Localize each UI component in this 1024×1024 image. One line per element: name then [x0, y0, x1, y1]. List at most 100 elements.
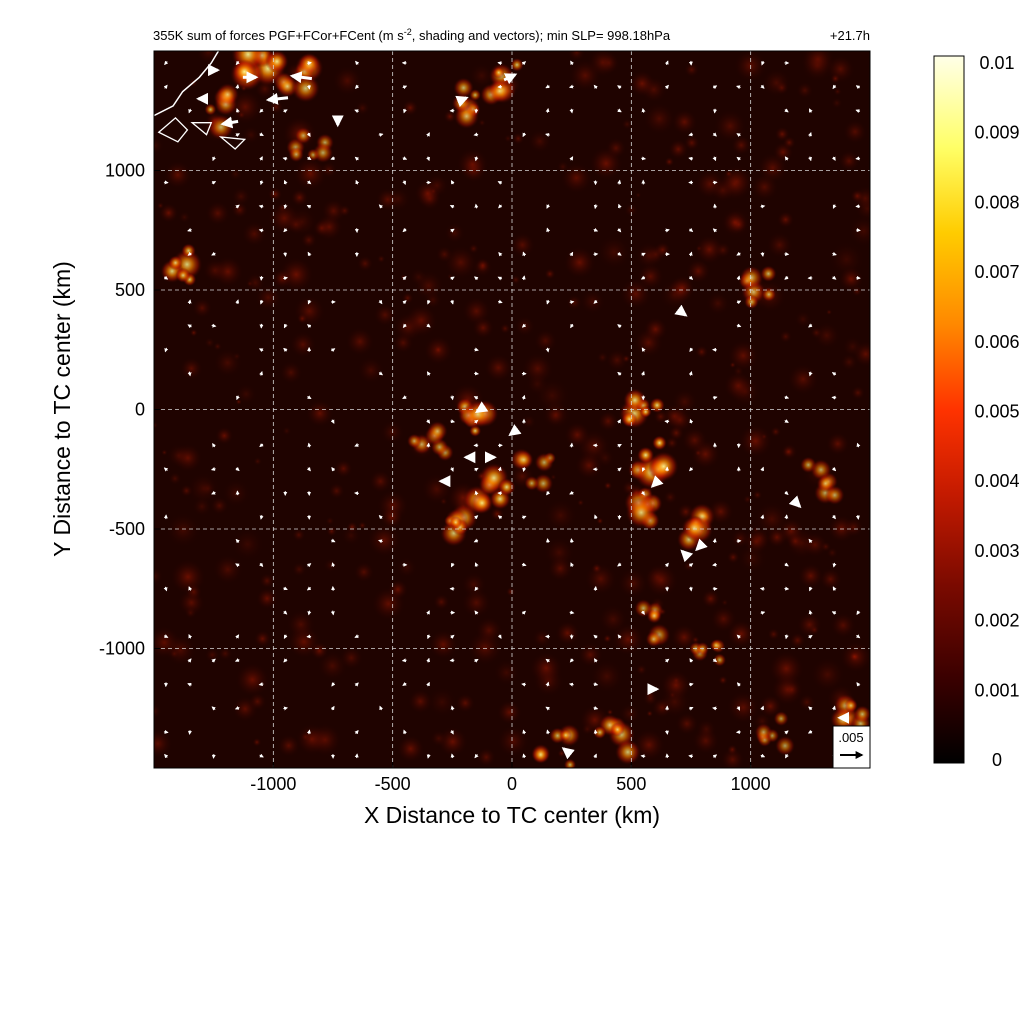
- field-texture-cell: [290, 189, 308, 207]
- field-texture-cell: [671, 624, 697, 651]
- vector-arrow-small: [235, 634, 240, 639]
- x-tick-label: -500: [375, 774, 411, 794]
- field-texture-cell: [811, 658, 844, 692]
- field-texture-cell: [168, 472, 182, 485]
- y-axis-label: Y Distance to TC center (km): [49, 261, 75, 557]
- field-texture-cell: [444, 222, 465, 243]
- field-texture-cell: [566, 294, 582, 310]
- vector-arrow-small: [522, 467, 527, 472]
- vector-arrow-small: [307, 299, 312, 305]
- field-texture-cell: [334, 459, 353, 478]
- field-texture-cell: [733, 365, 744, 377]
- vector-arrow-small: [640, 610, 645, 615]
- vector-arrow-small: [211, 323, 217, 328]
- vector-arrow-small: [234, 705, 240, 710]
- vector-arrow-small: [450, 395, 455, 401]
- field-texture-cell: [695, 345, 709, 359]
- field-hotspot: [621, 411, 638, 428]
- vector-arrow-small: [402, 85, 408, 90]
- field-texture-cell: [478, 119, 486, 127]
- field-texture-cell: [497, 700, 522, 725]
- field-texture-cell: [830, 73, 841, 84]
- vector-arrow-small: [258, 682, 264, 687]
- field-texture-cell: [293, 157, 327, 190]
- vector-arrow-small: [522, 251, 527, 257]
- vector-arrow-small: [354, 730, 359, 735]
- vector-arrow: [265, 92, 289, 105]
- field-texture-cell: [672, 109, 697, 135]
- vector-arrow-small: [497, 61, 503, 66]
- vector-arrow-small: [426, 371, 431, 376]
- vector-arrow-small: [784, 634, 789, 640]
- vector-arrow-small: [569, 538, 574, 544]
- vector-arrow-small: [570, 60, 574, 66]
- vector-arrow-small: [760, 753, 766, 758]
- vector-arrow-small: [617, 179, 622, 185]
- vector-arrow-small: [736, 682, 742, 687]
- vector-arrow-small: [760, 705, 765, 711]
- vector-arrow-small: [450, 180, 455, 185]
- field-texture-cell: [444, 246, 477, 279]
- vector-arrow-small: [808, 586, 813, 592]
- vector-arrow-small: [331, 466, 336, 472]
- field-texture-cell: [213, 342, 222, 351]
- field-texture-cell: [826, 309, 833, 316]
- vector-arrow-small: [497, 276, 503, 281]
- field-hotspot: [533, 473, 554, 494]
- vector-arrow-small: [211, 490, 216, 495]
- vector-arrow-small: [163, 275, 169, 280]
- vector-arrow-small: [832, 204, 837, 209]
- vector-arrow-small: [283, 276, 288, 281]
- field-texture-cell: [726, 551, 740, 564]
- field-texture-cell: [510, 232, 535, 258]
- field-texture-cell: [633, 729, 665, 761]
- x-tick-label: 500: [616, 774, 646, 794]
- field-texture-cell: [784, 682, 800, 698]
- field-texture-cell: [692, 727, 719, 754]
- vector-arrow-small: [641, 252, 646, 257]
- field-texture-cell: [635, 664, 647, 676]
- vector-arrow-small: [474, 156, 479, 162]
- vector-arrow-small: [808, 323, 813, 328]
- field-texture-cell: [652, 697, 673, 718]
- field-texture-cell: [282, 426, 292, 436]
- vector-arrow-small: [259, 156, 263, 161]
- field-texture-cell: [729, 361, 736, 369]
- field-hotspot: [623, 388, 647, 412]
- field-texture-cell: [405, 304, 438, 337]
- field-hotspot: [761, 286, 777, 302]
- field-texture-cell: [269, 100, 283, 114]
- field-texture-cell: [759, 694, 782, 718]
- vector-arrow-small: [259, 514, 264, 520]
- field-texture-cell: [752, 490, 763, 500]
- field-texture-cell: [721, 599, 729, 607]
- field-texture-cell: [580, 289, 605, 314]
- vector-arrow-small: [187, 324, 192, 329]
- field-texture-cell: [215, 426, 233, 445]
- field-texture-cell: [789, 632, 806, 649]
- vector-arrow-small: [283, 252, 288, 257]
- vector-arrow-small: [594, 514, 598, 520]
- field-texture-cell: [564, 422, 590, 448]
- vector-arrow-small: [235, 84, 240, 89]
- field-texture-cell: [603, 481, 613, 490]
- field-texture-cell: [796, 82, 813, 99]
- vector-arrow-small: [665, 228, 670, 233]
- vector-arrow-small: [546, 729, 551, 735]
- vector-arrow-small: [593, 682, 599, 687]
- coastline: [154, 51, 247, 150]
- vector-arrow-small: [307, 442, 312, 448]
- vector-arrow-small: [759, 586, 765, 591]
- vector-arrow-small: [450, 228, 455, 233]
- field-texture-cell: [706, 292, 730, 315]
- field-texture-cell: [770, 426, 781, 437]
- vector-arrow-small: [187, 227, 192, 232]
- field-texture-cell: [779, 330, 792, 343]
- field-texture-cell: [218, 646, 233, 661]
- vector-arrow: [220, 116, 239, 129]
- vector-arrow-small: [330, 348, 336, 353]
- vector-arrow-small: [450, 753, 455, 759]
- reference-key-box: [832, 725, 871, 769]
- vector-arrow-small: [832, 275, 837, 280]
- field-texture-cell: [844, 517, 864, 537]
